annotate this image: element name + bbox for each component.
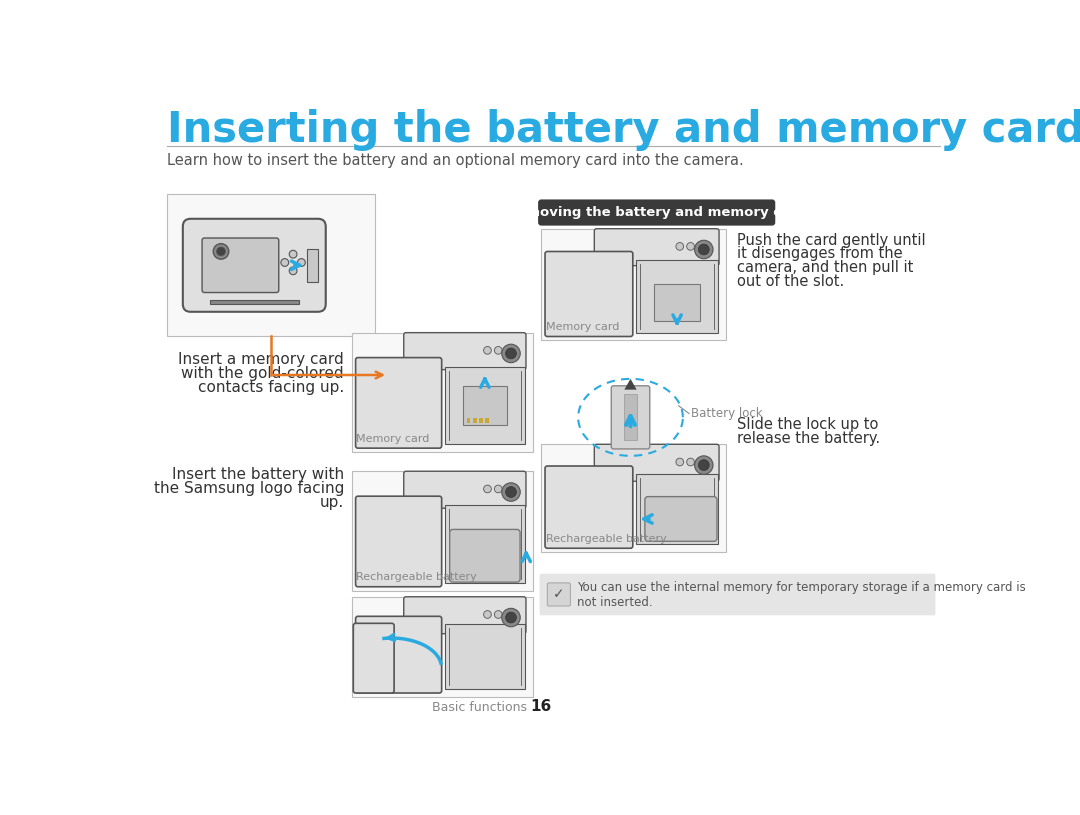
Circle shape	[699, 460, 710, 470]
Text: it disengages from the: it disengages from the	[737, 246, 903, 262]
Text: Insert the battery with: Insert the battery with	[172, 467, 345, 482]
Circle shape	[676, 243, 684, 250]
Circle shape	[289, 250, 297, 258]
Text: Learn how to insert the battery and an optional memory card into the camera.: Learn how to insert the battery and an o…	[167, 153, 744, 168]
Circle shape	[484, 346, 491, 355]
Bar	[210, 300, 299, 304]
Circle shape	[505, 348, 516, 359]
Text: ✓: ✓	[553, 588, 565, 601]
FancyBboxPatch shape	[353, 623, 394, 693]
Text: Push the card gently until: Push the card gently until	[737, 232, 926, 248]
FancyBboxPatch shape	[545, 466, 633, 548]
Text: the Samsung logo facing: the Samsung logo facing	[153, 482, 345, 496]
Bar	[352, 333, 532, 452]
Text: Rechargeable battery: Rechargeable battery	[545, 534, 666, 544]
FancyBboxPatch shape	[404, 471, 526, 509]
FancyBboxPatch shape	[594, 444, 719, 482]
Text: with the gold-colored: with the gold-colored	[181, 366, 345, 381]
Text: contacts facing up.: contacts facing up.	[198, 380, 345, 394]
Polygon shape	[624, 379, 636, 390]
Text: up.: up.	[320, 496, 345, 510]
Bar	[485, 418, 489, 423]
FancyBboxPatch shape	[540, 574, 935, 615]
Bar	[473, 418, 476, 423]
Bar	[445, 505, 525, 583]
FancyBboxPatch shape	[645, 496, 717, 541]
Bar	[352, 597, 532, 697]
Circle shape	[505, 487, 516, 497]
FancyBboxPatch shape	[545, 252, 633, 337]
Circle shape	[484, 485, 491, 493]
Circle shape	[502, 482, 521, 501]
Text: Battery lock: Battery lock	[690, 407, 762, 420]
FancyBboxPatch shape	[202, 238, 279, 293]
Bar	[352, 471, 532, 591]
Circle shape	[213, 244, 229, 259]
Bar	[478, 418, 483, 423]
Circle shape	[484, 610, 491, 619]
FancyBboxPatch shape	[449, 530, 521, 582]
Circle shape	[297, 258, 306, 267]
FancyBboxPatch shape	[594, 229, 719, 266]
Circle shape	[495, 346, 502, 355]
Circle shape	[502, 608, 521, 627]
Circle shape	[505, 610, 513, 619]
Text: camera, and then pull it: camera, and then pull it	[737, 260, 913, 275]
Text: Basic functions: Basic functions	[432, 701, 527, 714]
FancyBboxPatch shape	[611, 385, 650, 449]
Bar	[167, 194, 375, 337]
Text: Memory card: Memory card	[545, 322, 619, 332]
Bar	[624, 394, 637, 440]
Text: Removing the battery and memory card: Removing the battery and memory card	[507, 206, 807, 219]
Text: Insert a memory card: Insert a memory card	[178, 352, 345, 367]
Text: Inserting the battery and memory card: Inserting the battery and memory card	[167, 109, 1080, 152]
FancyBboxPatch shape	[538, 200, 775, 226]
Circle shape	[495, 485, 502, 493]
Bar	[445, 367, 525, 444]
Text: Memory card: Memory card	[356, 434, 430, 443]
Circle shape	[505, 612, 516, 623]
Circle shape	[217, 247, 226, 256]
Text: Rechargeable battery: Rechargeable battery	[356, 572, 477, 582]
Text: release the battery.: release the battery.	[737, 431, 880, 446]
Text: 16: 16	[530, 698, 552, 714]
Circle shape	[289, 267, 297, 275]
FancyBboxPatch shape	[183, 218, 326, 312]
Bar	[541, 444, 726, 552]
Circle shape	[281, 258, 288, 267]
FancyBboxPatch shape	[355, 358, 442, 448]
Bar	[541, 229, 726, 341]
Circle shape	[698, 243, 705, 250]
Circle shape	[698, 458, 705, 466]
FancyBboxPatch shape	[355, 496, 442, 587]
Circle shape	[495, 610, 502, 619]
Circle shape	[505, 346, 513, 355]
Text: Slide the lock up to: Slide the lock up to	[737, 417, 878, 432]
Bar	[445, 624, 525, 689]
Bar	[463, 386, 507, 425]
Bar	[636, 474, 718, 544]
Text: You can use the internal memory for temporary storage if a memory card is
not in: You can use the internal memory for temp…	[577, 580, 1025, 609]
Circle shape	[694, 240, 713, 258]
Circle shape	[687, 458, 694, 466]
Text: out of the slot.: out of the slot.	[737, 274, 843, 289]
Circle shape	[505, 485, 513, 493]
FancyBboxPatch shape	[355, 616, 442, 693]
Circle shape	[699, 244, 710, 255]
Bar	[307, 249, 318, 282]
FancyBboxPatch shape	[404, 597, 526, 634]
Bar	[467, 418, 471, 423]
Bar	[654, 284, 700, 320]
Circle shape	[687, 243, 694, 250]
FancyBboxPatch shape	[404, 333, 526, 370]
FancyBboxPatch shape	[548, 583, 570, 606]
Circle shape	[502, 344, 521, 363]
Bar	[636, 260, 718, 333]
Circle shape	[676, 458, 684, 466]
Circle shape	[694, 456, 713, 474]
